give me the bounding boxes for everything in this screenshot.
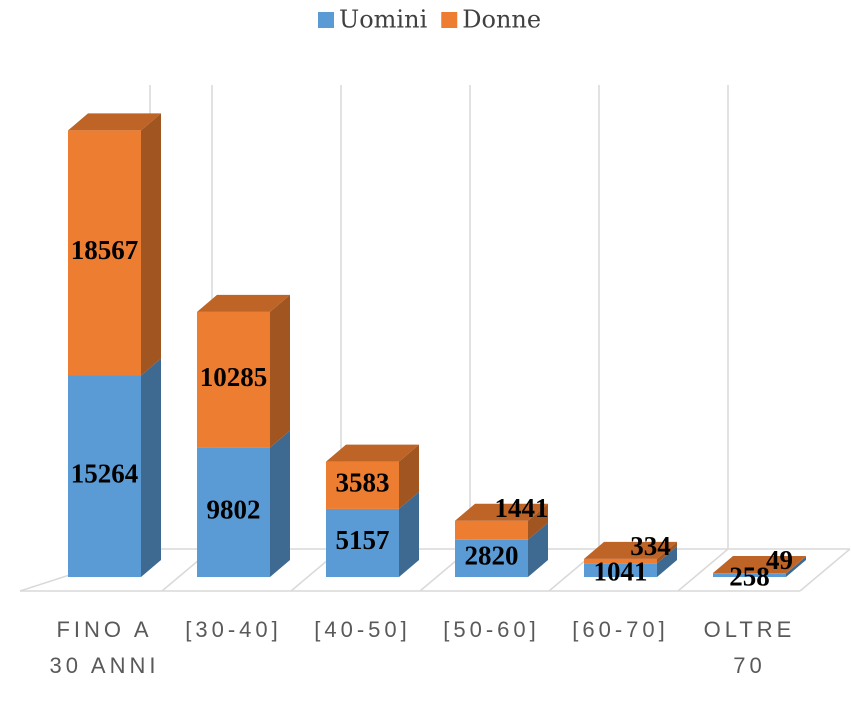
bar-top — [197, 294, 290, 312]
data-label: 15264 — [71, 458, 139, 488]
bar-side — [528, 522, 548, 577]
data-label: 49 — [766, 545, 793, 575]
bar — [584, 563, 657, 577]
data-label: 334 — [630, 531, 671, 561]
legend-swatch — [318, 12, 334, 28]
bar-side — [786, 556, 806, 577]
bar — [197, 311, 270, 448]
x-tick-label: OLTRE 70 — [703, 617, 796, 678]
bar — [68, 130, 141, 376]
data-label: 10285 — [200, 362, 268, 392]
x-tick-label: [40-50] — [314, 617, 411, 642]
bar-side — [141, 113, 161, 376]
bar-top — [713, 555, 806, 573]
x-tick-label: FINO A 30 ANNI — [49, 617, 160, 678]
legend: Uomini Donne — [318, 6, 541, 34]
bar-side — [399, 491, 419, 577]
bar-top — [68, 113, 161, 131]
bar-side — [657, 546, 677, 577]
data-label: 3583 — [336, 467, 390, 497]
bar-side — [657, 541, 677, 564]
bar-side — [786, 555, 806, 574]
data-label: 9802 — [207, 495, 261, 525]
x-tick-label: [60-70] — [572, 617, 669, 642]
legend-label: Uomini — [339, 6, 428, 34]
x-tick-label: [50-60] — [443, 617, 540, 642]
bar — [455, 539, 528, 577]
legend-label: Donne — [462, 6, 541, 34]
bar — [68, 375, 141, 577]
bar — [584, 558, 657, 564]
bar-side — [528, 503, 548, 540]
data-label: 5157 — [336, 525, 390, 555]
bar — [713, 573, 786, 577]
legend-swatch — [441, 12, 458, 28]
bar-top — [584, 541, 677, 559]
data-label: 1041 — [594, 556, 648, 586]
floor-right — [799, 548, 851, 592]
bar-top — [455, 503, 548, 521]
data-label: 2820 — [465, 541, 519, 571]
bar — [326, 461, 399, 509]
bar — [713, 572, 786, 574]
bar — [455, 520, 528, 540]
bar-side — [270, 294, 290, 448]
bar-top — [326, 444, 419, 462]
data-label: 1441 — [495, 493, 549, 523]
data-label: 18567 — [71, 235, 139, 265]
floor-separator — [677, 548, 729, 592]
bar-side — [270, 430, 290, 577]
bar — [326, 508, 399, 577]
bar — [197, 447, 270, 577]
data-label: 258 — [729, 562, 770, 592]
x-tick-label: [30-40] — [185, 617, 282, 642]
bar-side — [141, 358, 161, 577]
bar-side — [399, 444, 419, 509]
